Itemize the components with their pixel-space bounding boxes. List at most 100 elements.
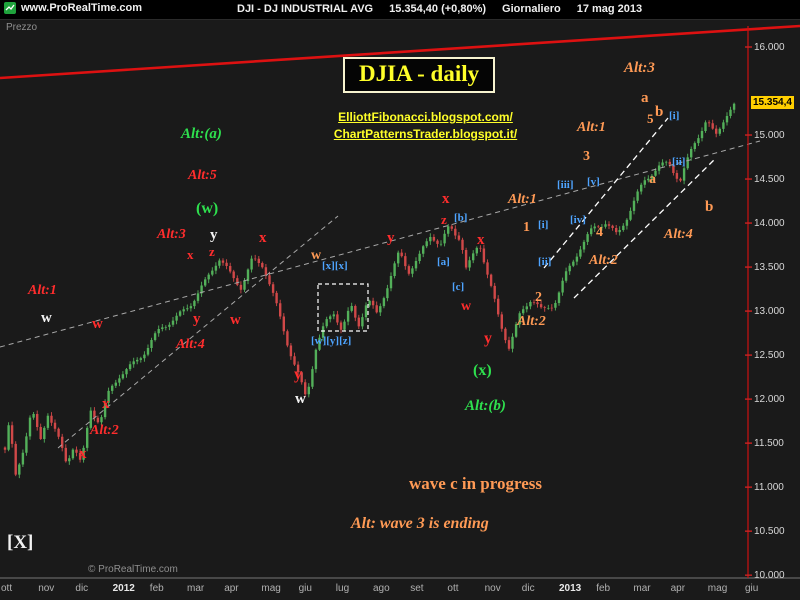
prorealtime-brand[interactable]: www.ProRealTime.com	[4, 2, 142, 14]
chart-annotation: x	[477, 232, 485, 248]
chart-annotation: [c]	[452, 281, 465, 293]
chart-annotation: w	[92, 316, 103, 332]
chart-annotation: Alt: wave 3 is ending	[351, 515, 489, 532]
chart-annotation: b	[705, 199, 714, 215]
chart-annotation: x	[259, 230, 267, 246]
price-axis-label: 15.000	[754, 130, 785, 142]
last-quote: 15.354,40 (+0,80%)	[389, 3, 487, 15]
chart-annotation: 5	[647, 111, 654, 126]
time-axis-label: mag	[261, 583, 281, 594]
chart-annotation: x	[187, 247, 194, 262]
chart-annotation: w	[295, 391, 306, 407]
price-axis-label: 10.000	[754, 570, 785, 582]
chart-annotation: Alt:(a)	[181, 126, 222, 142]
time-axis-label: ago	[373, 583, 390, 594]
chart-annotation: b	[655, 104, 664, 120]
chart-annotation: 2	[535, 290, 542, 305]
last-price-badge: 15.354,4	[751, 96, 794, 109]
price-axis-label: 13.500	[754, 262, 785, 274]
chart-annotation: 1	[523, 220, 530, 235]
chart-annotation: w	[461, 299, 472, 314]
price-axis-label: 11.500	[754, 438, 784, 450]
instrument-title: DJI - DJ INDUSTRIAL AVG	[237, 3, 374, 15]
prorealtime-logo-icon	[4, 2, 16, 14]
time-axis-label: ott	[1, 583, 13, 594]
time-axis-label: 2012	[112, 583, 135, 594]
chart-annotation: y	[193, 311, 201, 327]
chart-annotation: a	[649, 172, 656, 187]
chart-annotation: Alt:4	[176, 337, 205, 352]
price-axis-title: Prezzo	[6, 22, 38, 33]
time-axis-label: dic	[75, 583, 89, 594]
price-axis-label: 11.000	[754, 482, 784, 494]
chart-title-box: DJIA - daily	[343, 57, 496, 93]
chart-annotation: w	[41, 310, 52, 326]
chart-annotation: a	[641, 90, 649, 106]
price-axis-label: 14.000	[754, 218, 785, 230]
instrument-header: DJI - DJ INDUSTRIAL AVG 15.354,40 (+0,80…	[237, 3, 642, 15]
chart-annotation: [iii]	[557, 179, 574, 191]
chart-annotation: x	[442, 191, 450, 207]
link-elliottfibonacci[interactable]: ElliottFibonacci.blogspot.com/	[338, 110, 513, 124]
chart-annotation: Alt:2	[90, 423, 119, 438]
chart-annotation: y	[387, 230, 395, 246]
chart-annotation: (w)	[196, 200, 219, 217]
chart-annotation: Alt:2	[589, 253, 618, 268]
chart-annotation: y	[210, 227, 218, 243]
chart-annotation: Alt:4	[664, 227, 693, 242]
time-axis-label: feb	[596, 583, 611, 594]
chart-annotation: [b]	[454, 212, 468, 224]
time-axis-label: 2013	[559, 583, 582, 594]
chart-annotation: Alt:3	[157, 227, 186, 242]
time-axis-label: ott	[447, 583, 459, 594]
time-axis-label: dic	[521, 583, 535, 594]
price-axis-label: 12.500	[754, 350, 785, 362]
time-axis-label: giu	[298, 583, 312, 594]
price-axis-label: 12.000	[754, 394, 785, 406]
chart-annotation: Alt:(b)	[465, 398, 506, 414]
timeframe-label: Giornaliero	[502, 3, 561, 15]
copyright-watermark: © ProRealTime.com	[88, 564, 178, 575]
chart-annotation: w	[311, 248, 322, 263]
time-axis-label: feb	[149, 583, 164, 594]
price-axis-label: 16.000	[754, 42, 785, 53]
date-label: 17 mag 2013	[576, 3, 643, 15]
chart-annotation: x	[79, 446, 87, 462]
top-status-bar: www.ProRealTime.com DJI - DJ INDUSTRIAL …	[0, 0, 800, 19]
chart-annotation: [X]	[7, 532, 34, 553]
chart-annotation: (x)	[473, 362, 492, 379]
price-axis-label: 13.000	[754, 306, 785, 318]
time-axis-label: set	[410, 583, 424, 594]
chart-annotation: [a]	[437, 256, 450, 268]
chart-annotation: Alt:3	[624, 60, 655, 76]
link-chartpatternstrader[interactable]: ChartPatternsTrader.blogspot.it/	[333, 127, 518, 141]
chart-annotation: Alt:1	[577, 120, 606, 135]
chart-annotation: y	[294, 366, 302, 383]
chart-annotation: wave c in progress	[409, 474, 543, 493]
annotation-links: ElliottFibonacci.blogspot.com/ ChartPatt…	[318, 110, 533, 144]
chart-annotation: [v]	[587, 176, 600, 188]
chart-annotation: 4	[596, 225, 603, 240]
brand-text: www.ProRealTime.com	[21, 2, 143, 14]
chart-annotation: Alt:2	[517, 314, 546, 329]
chart-annotation: [ii]	[672, 156, 686, 168]
time-axis-label: nov	[38, 583, 55, 594]
chart-annotation: 3	[583, 149, 590, 164]
chart-annotation: z	[209, 244, 215, 259]
chart-annotation: x	[102, 396, 110, 412]
chart-annotation: Alt:1	[508, 192, 537, 207]
time-axis-label: mag	[707, 583, 728, 594]
chart-annotation: [i]	[538, 219, 549, 231]
chart-annotation: Alt:1	[28, 283, 57, 298]
time-axis-label: apr	[670, 583, 686, 594]
chart-annotation: [w][y][z]	[311, 335, 352, 347]
chart-annotation: [ii]	[538, 256, 552, 268]
time-axis-label: mar	[633, 583, 651, 594]
chart-annotation: y	[484, 330, 492, 347]
price-axis-label: 14.500	[754, 174, 785, 186]
chart-annotation: [i]	[669, 110, 680, 122]
chart-annotation: Alt:5	[188, 168, 217, 183]
time-axis-label: lug	[335, 583, 350, 594]
time-axis-label: apr	[224, 583, 239, 594]
